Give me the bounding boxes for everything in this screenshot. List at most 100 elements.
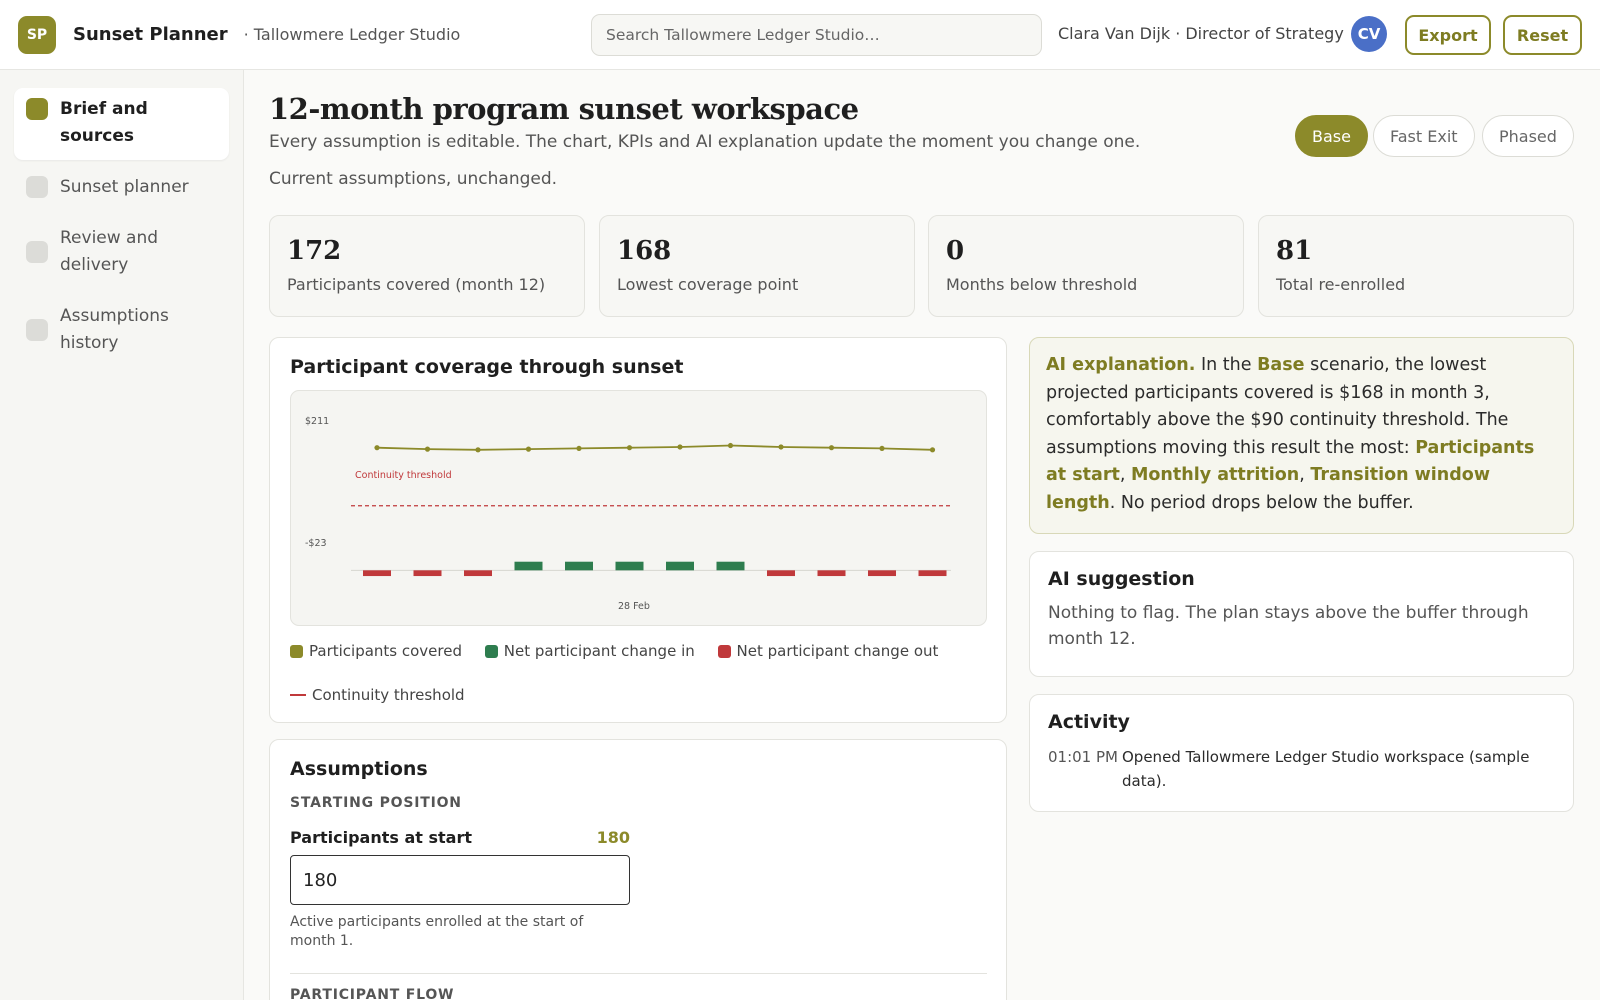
participants-at-start-input[interactable]	[290, 855, 630, 905]
bar-change-in	[514, 561, 543, 571]
sidebar-item-assumptions-history[interactable]: Assumptions history	[14, 295, 229, 367]
scenario-base-button[interactable]: Base	[1295, 115, 1368, 157]
ai-suggestion-title: AI suggestion	[1048, 568, 1195, 590]
y-tick-label-top: $211	[305, 416, 329, 427]
workspace-name: · Tallowmere Ledger Studio	[243, 25, 461, 44]
data-point	[727, 442, 734, 449]
bar-change-out	[918, 570, 947, 577]
chart-card: Participant coverage through sunset $211…	[269, 337, 1007, 723]
chart-title: Participant coverage through sunset	[290, 356, 684, 378]
series-line-participants-covered	[376, 444, 933, 451]
section-label-starting-position: STARTING POSITION	[290, 795, 462, 811]
ai-suggestion-text: Nothing to flag. The plan stays above th…	[1048, 603, 1529, 649]
kpi-label: Lowest coverage point	[617, 275, 799, 294]
ai-driver-link[interactable]: Participants at start	[1046, 437, 1535, 486]
activity-entry: 01:01 PM Opened Tallowmere Ledger Studio…	[1048, 745, 1555, 793]
sidebar-item-label: Sunset planner	[60, 177, 189, 197]
separator: ,	[1299, 465, 1311, 485]
sidebar: Brief and sources Sunset planner Review …	[0, 70, 244, 1000]
legend-label: Continuity threshold	[312, 686, 465, 704]
assumption-status: Current assumptions, unchanged.	[269, 169, 558, 189]
sidebar-item-review-and-delivery[interactable]: Review and delivery	[14, 217, 229, 289]
reset-button[interactable]: Reset	[1503, 15, 1582, 55]
legend-item: Participants covered	[290, 640, 462, 662]
section-label-participant-flow: PARTICIPANT FLOW	[290, 987, 455, 1000]
data-point	[879, 445, 885, 452]
bar-change-in	[716, 561, 745, 571]
coverage-chart: $211 -$23 28 Feb Continuity threshold	[305, 416, 951, 612]
data-point	[626, 445, 633, 451]
activity-time: 01:01 PM	[1048, 748, 1118, 766]
export-button[interactable]: Export	[1405, 15, 1491, 55]
ai-explanation-scenario: Base	[1257, 355, 1305, 375]
separator: ,	[1119, 465, 1131, 485]
top-bar: SP Sunset Planner · Tallowmere Ledger St…	[0, 0, 1600, 70]
nav-status-icon	[26, 98, 48, 120]
nav-status-icon	[26, 319, 48, 341]
bar-change-out	[363, 570, 391, 577]
nav-status-icon	[26, 176, 48, 198]
bar-change-in	[666, 561, 694, 571]
bar-change-out	[413, 570, 442, 577]
field-label-participants-at-start: Participants at start	[290, 828, 472, 847]
bar-change-in	[615, 561, 644, 571]
legend-swatch-participants-covered	[290, 644, 303, 658]
bar-change-in	[565, 561, 593, 571]
search-input[interactable]	[591, 14, 1042, 56]
kpi-value: 168	[617, 236, 672, 266]
data-point	[828, 445, 835, 451]
legend-label: Participants covered	[309, 642, 462, 660]
kpi-label: Months below threshold	[946, 275, 1138, 294]
field-value-display: 180	[596, 828, 630, 847]
ai-explanation-text: In the	[1195, 355, 1258, 375]
user-name-role: Clara Van Dijk · Director of Strategy	[1058, 24, 1344, 43]
assumptions-card: Assumptions STARTING POSITION Participan…	[269, 739, 1007, 1000]
legend-swatch-change-in	[484, 644, 498, 658]
legend-item: Net participant change in	[484, 640, 695, 662]
ai-explanation-text: scenario, the lowest projected participa…	[1046, 355, 1509, 458]
avatar[interactable]: CV	[1351, 16, 1387, 52]
kpi-card: 0 Months below threshold	[928, 215, 1244, 317]
kpi-value: 81	[1276, 236, 1313, 266]
sidebar-item-label: Review and delivery	[60, 228, 159, 275]
data-point	[424, 446, 431, 452]
kpi-label: Participants covered (month 12)	[287, 275, 546, 294]
legend-label: Net participant change in	[503, 642, 695, 660]
main-content: 12-month program sunset workspace Every …	[269, 70, 1574, 1000]
kpi-card: 172 Participants covered (month 12)	[269, 215, 585, 317]
threshold-label: Continuity threshold	[355, 470, 452, 481]
y-tick-label-bottom: -$23	[305, 538, 327, 549]
page-title: 12-month program sunset workspace	[269, 92, 859, 126]
kpi-label: Total re-enrolled	[1276, 275, 1406, 294]
data-point	[475, 447, 481, 453]
ai-driver-link[interactable]: Transition window length	[1046, 465, 1490, 513]
chart-legend: Participants covered Net participant cha…	[290, 640, 980, 706]
field-help-text: Active participants enrolled at the star…	[290, 914, 584, 949]
section-divider	[290, 973, 987, 974]
bar-change-out	[817, 570, 846, 577]
assumptions-title: Assumptions	[290, 758, 428, 780]
ai-suggestion-card: AI suggestion Nothing to flag. The plan …	[1029, 551, 1574, 677]
kpi-value: 0	[946, 236, 965, 266]
ai-explanation-text: . No period drops below the buffer.	[1109, 492, 1414, 513]
legend-swatch-change-out	[717, 644, 731, 658]
activity-text: Opened Tallowmere Ledger Studio workspac…	[1122, 748, 1530, 790]
data-point	[576, 445, 582, 452]
sidebar-item-label: Assumptions history	[60, 306, 169, 353]
page-subtitle: Every assumption is editable. The chart,…	[269, 132, 1141, 152]
scenario-phased-button[interactable]: Phased	[1482, 115, 1574, 157]
nav-status-icon	[26, 241, 48, 263]
app-name: Sunset Planner	[73, 24, 228, 45]
ai-explanation-card: AI explanation. In the Base scenario, th…	[1029, 337, 1574, 534]
sidebar-item-brief-and-sources[interactable]: Brief and sources	[14, 88, 229, 160]
ai-driver-link[interactable]: Monthly attrition	[1131, 465, 1300, 485]
scenario-fast-exit-button[interactable]: Fast Exit	[1373, 115, 1475, 157]
sidebar-item-label: Brief and sources	[60, 99, 148, 146]
kpi-card: 81 Total re-enrolled	[1258, 215, 1574, 317]
chart-area: $211 -$23 28 Feb Continuity threshold	[290, 390, 987, 626]
activity-card: Activity 01:01 PM Opened Tallowmere Ledg…	[1029, 694, 1574, 812]
sidebar-item-sunset-planner[interactable]: Sunset planner	[14, 166, 229, 211]
data-point	[929, 447, 936, 453]
data-point	[778, 444, 784, 450]
legend-item: Net participant change out	[717, 640, 938, 662]
